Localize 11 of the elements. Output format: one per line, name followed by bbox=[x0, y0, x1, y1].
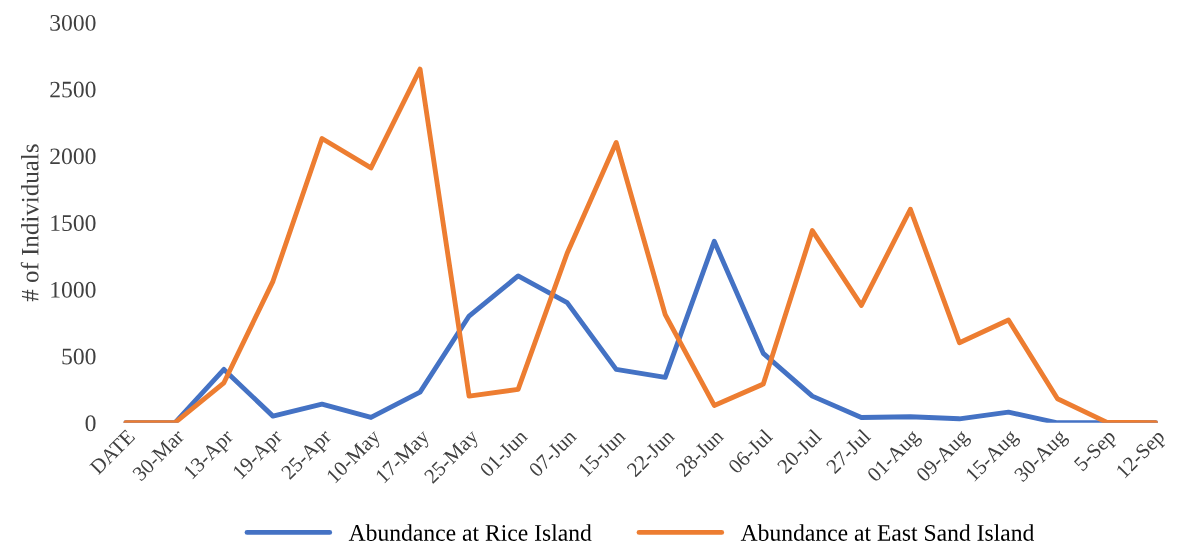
y-tick-label: 2500 bbox=[50, 81, 96, 98]
y-tick-label: 1000 bbox=[51, 281, 96, 298]
y-tick-label: 2000 bbox=[50, 148, 96, 165]
y-tick-label: 1500 bbox=[51, 215, 96, 232]
y-tick-label: 3000 bbox=[50, 14, 96, 31]
legend-label: Abundance at Rice Island bbox=[348, 524, 592, 541]
line-series bbox=[123, 66, 1158, 423]
y-axis-title: # of Individuals bbox=[20, 144, 39, 302]
legend-label: Abundance at East Sand Island bbox=[740, 524, 1035, 541]
y-tick-label: 0 bbox=[85, 415, 96, 432]
y-tick-label: 500 bbox=[62, 348, 96, 365]
